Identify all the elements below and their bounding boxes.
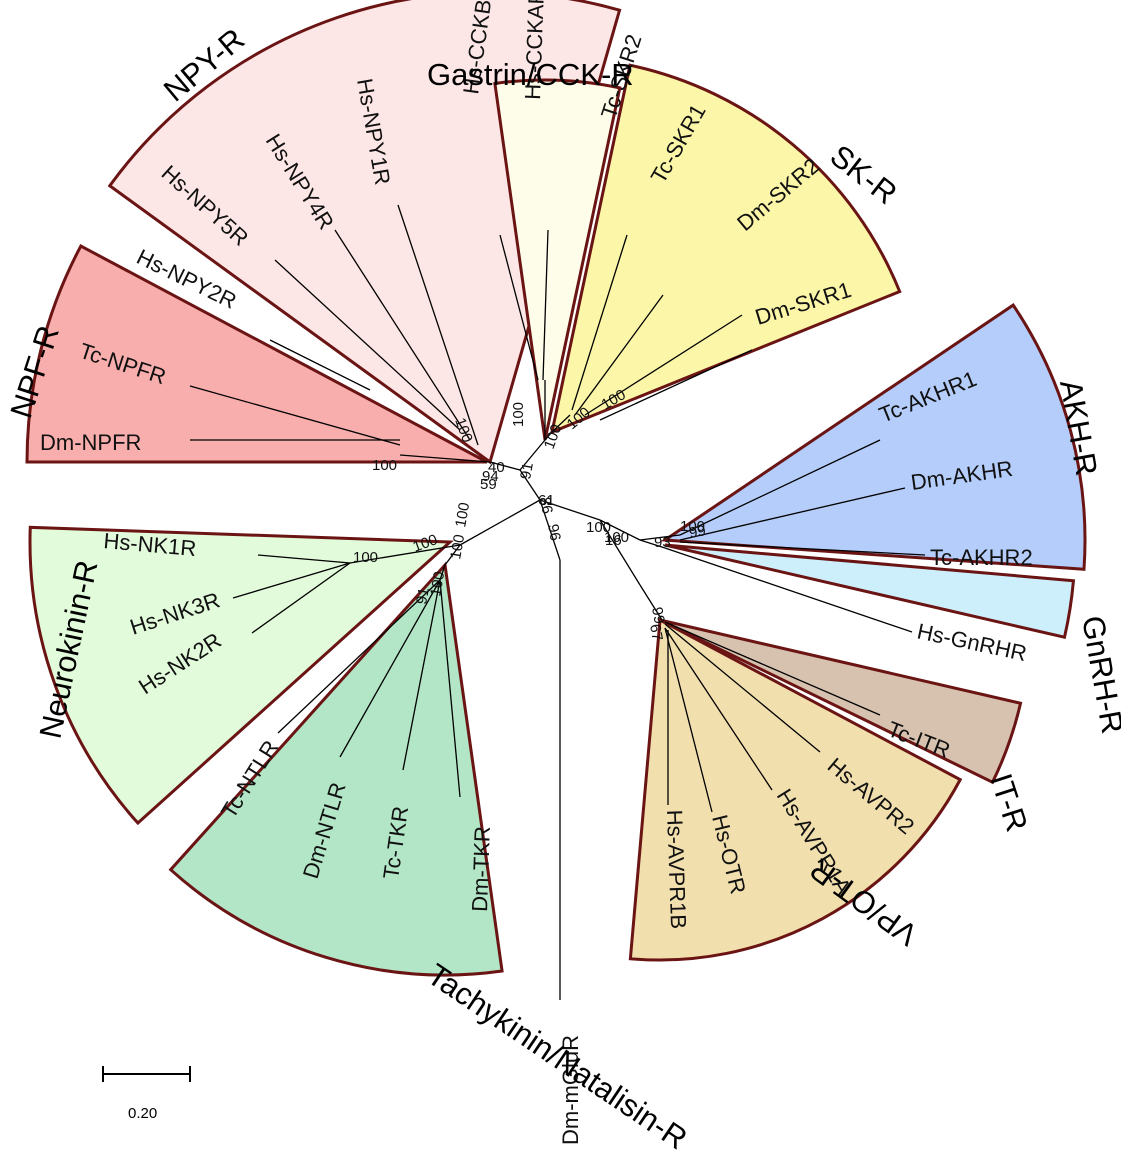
leaf-label-dm-npfr: Dm-NPFR — [40, 430, 141, 455]
sector-akh-r — [660, 303, 1087, 571]
internal-branch — [539, 499, 561, 561]
sector-vp-ot-r — [628, 617, 963, 962]
sector-it-r — [659, 618, 1023, 785]
leaf-branch-hs-avpr1a — [664, 627, 773, 791]
leaf-branch-tc-npfr — [189, 385, 401, 446]
leaf-branch-hs-nk1r — [257, 554, 351, 564]
internal-branch — [539, 499, 601, 521]
leaf-branch-dm-skr1 — [599, 349, 753, 421]
support-value: 100 — [452, 501, 473, 529]
sector-neurokinin-r — [28, 525, 454, 826]
sector-gnrh-r — [664, 543, 1076, 640]
support-value: 67 — [646, 623, 666, 642]
leaf-label-hs-avpr1b: Hs-AVPR1B — [662, 809, 691, 929]
support-value: 100 — [604, 529, 629, 546]
internal-branch — [639, 534, 681, 541]
leaf-branch-tc-tkr — [402, 579, 441, 771]
support-value: 100 — [680, 518, 705, 535]
support-value: 100 — [372, 457, 397, 474]
support-value: 96 — [544, 523, 564, 542]
leaf-branch-tc-skr1 — [574, 294, 664, 416]
leaf-branch-hs-nk3r — [232, 562, 351, 599]
clade-label-gnrh-r: GnRH-R — [1075, 613, 1121, 736]
internal-branch — [519, 439, 546, 471]
leaf-branch-dm-akhr — [679, 487, 906, 541]
sector-npy-r — [107, 0, 622, 465]
support-value: 99 — [648, 606, 668, 625]
leaf-branch-tc-akhr2 — [679, 541, 926, 556]
leaf-branch-hs-gnrhr — [664, 547, 913, 633]
internal-branch — [399, 454, 491, 463]
internal-branch — [349, 544, 461, 564]
leaf-label-dm-mglur: Dm-mGluR — [558, 1035, 583, 1145]
sector-gastrin-cck-r — [493, 78, 622, 441]
leaf-branch-hs-cckar — [542, 229, 549, 381]
internal-branch — [489, 461, 521, 471]
support-value: 86 — [536, 496, 556, 515]
internal-branch — [444, 544, 461, 566]
internal-branch — [551, 414, 571, 433]
leaf-branch-tc-itr — [664, 621, 881, 716]
leaf-branch-hs-otr — [664, 627, 713, 813]
support-value: 100 — [353, 549, 378, 566]
support-value: 99 — [688, 522, 707, 542]
clade-label-it-r: IT-R — [983, 769, 1034, 836]
leaf-branch-tc-akhr1 — [679, 439, 881, 536]
tree-branches — [189, 204, 926, 1000]
support-value: 94 — [482, 468, 499, 485]
support-value: 16 — [605, 532, 622, 549]
scale-bar-label: 0.20 — [128, 1105, 157, 1122]
leaf-branch-tc-ntlr — [277, 579, 441, 734]
leaf-branch-dm-ntlr — [339, 579, 441, 758]
internal-branch — [519, 469, 541, 501]
support-value: 100 — [510, 402, 527, 427]
support-value: 100 — [427, 570, 448, 598]
leaf-branch-hs-cckbr — [499, 234, 539, 381]
support-value: 40 — [488, 459, 505, 476]
internal-branch — [599, 519, 641, 586]
internal-branch — [639, 539, 666, 549]
support-value: 91 — [413, 586, 433, 605]
leaf-branch-hs-npy5r — [274, 259, 461, 431]
internal-branch — [639, 584, 663, 621]
internal-branch — [459, 499, 541, 546]
leaf-branch-dm-tkr — [439, 579, 461, 798]
sector-tachykinin-natalisin-r — [168, 561, 504, 977]
leaf-label-tc-akhr2: Tc-AKHR2 — [930, 545, 1033, 570]
leaf-branch-hs-npy1r — [397, 204, 479, 446]
leaf-branch-hs-nk2r — [251, 562, 351, 634]
support-value: 100 — [586, 519, 611, 536]
leaf-branch-hs-npy4r — [334, 229, 471, 441]
leaf-branch-hs-npy2r — [269, 339, 371, 391]
scale-bar: 0.20 — [102, 1066, 191, 1122]
support-value: 100 — [447, 533, 468, 561]
leaf-label-dm-tkr: Dm-TKR — [467, 826, 495, 912]
support-value: 91 — [517, 461, 537, 480]
leaf-branch-hs-avpr2 — [664, 623, 821, 753]
support-value: 61 — [538, 492, 555, 509]
support-value: 59 — [480, 476, 497, 493]
internal-branch — [544, 431, 553, 441]
clade-sectors — [25, 0, 1087, 977]
internal-branch — [439, 564, 446, 581]
internal-branch — [599, 519, 641, 541]
leaf-branch-tc-skr2 — [571, 234, 628, 411]
leaf-label-hs-cckar: Hs-CCKAR — [520, 0, 549, 100]
sector-sk-r — [549, 63, 902, 435]
leaf-branch-dm-skr2 — [584, 314, 743, 416]
clade-label-gastrin-cck-r: Gastrin/CCK-R — [427, 57, 634, 92]
support-value: 93 — [654, 534, 671, 551]
sector-npf-r — [25, 244, 488, 464]
